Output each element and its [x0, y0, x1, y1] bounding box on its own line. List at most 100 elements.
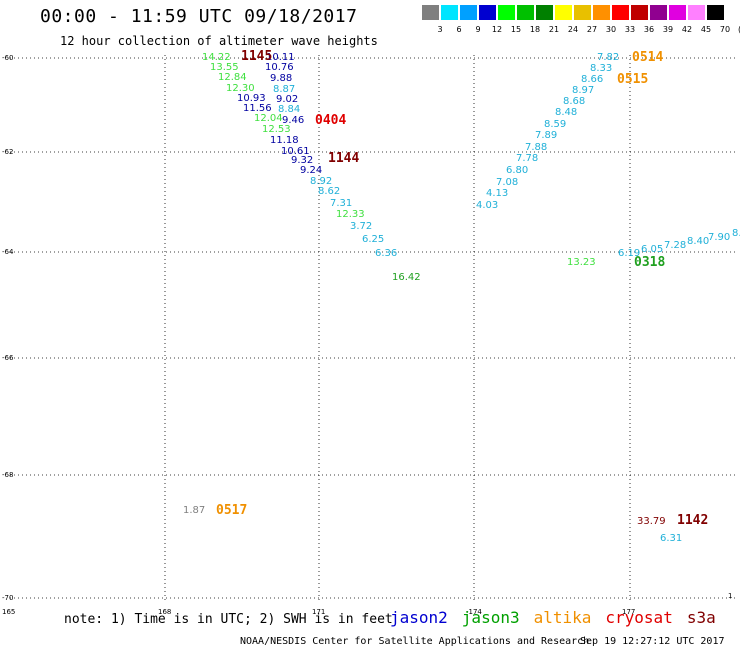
wave-height-value: 6.05: [641, 244, 663, 255]
wave-height-value: 8.97: [572, 85, 594, 96]
latitude-label: -60: [2, 54, 13, 62]
color-scale-label: 18: [529, 25, 541, 34]
pass-time-label: 0515: [617, 72, 648, 87]
wave-height-value: 33.79: [637, 516, 666, 527]
color-swatch: [441, 5, 458, 20]
pass-time-label: 1142: [677, 513, 708, 528]
pass-time-label: 0514: [632, 50, 663, 65]
wave-height-value: 14.22: [202, 52, 231, 63]
color-scale-label: 39: [662, 25, 674, 34]
wave-height-value: 6.25: [362, 234, 384, 245]
wave-height-value: 7.88: [525, 142, 547, 153]
color-swatch: [460, 5, 477, 20]
wave-height-value: 12.30: [226, 83, 255, 94]
wave-height-value: 7.89: [535, 130, 557, 141]
pass-time-label: 0318: [634, 255, 665, 270]
color-swatch: [479, 5, 496, 20]
satellite-legend: jason2 jason3 altika cryosat s3a: [390, 608, 730, 627]
color-swatch: [517, 5, 534, 20]
wave-height-value: 12.04: [254, 113, 283, 124]
legend-jason3: jason3: [461, 608, 520, 627]
color-scale-label: 45: [700, 25, 712, 34]
wave-height-value: 8.62: [318, 186, 340, 197]
color-swatch: [650, 5, 667, 20]
note-text: note: 1) Time is in UTC; 2) SWH is in fe…: [64, 612, 393, 627]
wave-height-value: 8.68: [563, 96, 585, 107]
color-swatch: [669, 5, 686, 20]
wave-height-value: 7.28: [664, 240, 686, 251]
color-scale-label: 36: [643, 25, 655, 34]
color-scale-label: 42: [681, 25, 693, 34]
wave-height-value: 4.03: [476, 200, 498, 211]
color-swatch: [422, 5, 439, 20]
wave-height-value: 13.23: [567, 257, 596, 268]
wave-height-value: 6.31: [660, 533, 682, 544]
chart-subtitle: 12 hour collection of altimeter wave hei…: [60, 34, 378, 48]
longitude-label: 177: [622, 608, 635, 616]
color-swatch: [555, 5, 572, 20]
wave-height-value: 10.93: [237, 93, 266, 104]
wave-height-value: 6.19: [618, 248, 640, 259]
color-scale-label: 24: [567, 25, 579, 34]
color-scale-label: 70: [719, 25, 731, 34]
color-scale-label: 21: [548, 25, 560, 34]
color-swatch: [688, 5, 705, 20]
longitude-labels: 165 168 171 -174 177 1: [2, 592, 732, 616]
longitude-label: 165: [2, 608, 15, 616]
longitude-label: 171: [312, 608, 325, 616]
latitude-label: -68: [2, 471, 13, 479]
latitude-label: -62: [2, 148, 13, 156]
wave-height-value: 12.84: [218, 72, 247, 83]
color-scale-label: 30: [605, 25, 617, 34]
wave-height-value: 10.11: [266, 52, 295, 63]
chart-title: 00:00 - 11:59 UTC 09/18/2017: [40, 6, 358, 27]
legend-jason2: jason2: [390, 608, 448, 627]
legend-cryosat: cryosat: [605, 608, 673, 627]
wave-height-value: 8.: [732, 228, 740, 239]
color-swatch: [707, 5, 724, 20]
color-swatch: [631, 5, 648, 20]
color-swatch: [536, 5, 553, 20]
wave-height-value: 7.08: [496, 177, 518, 188]
footer-credit: NOAA/NESDIS Center for Satellite Applica…: [240, 636, 590, 647]
latitude-label: -66: [2, 354, 14, 362]
color-scale-label: 15: [510, 25, 522, 34]
latitude-labels: -60 -62 -64 -66 -68 -70: [2, 54, 14, 602]
color-swatch: [612, 5, 629, 20]
wave-height-value: 3.72: [350, 221, 372, 232]
pass-time-label: 0517: [216, 503, 247, 518]
wave-height-value: 8.66: [581, 74, 603, 85]
wave-height-value: 7.78: [516, 153, 538, 164]
color-scale-label: 3: [437, 25, 443, 34]
wave-height-value: 8.59: [544, 119, 566, 130]
wave-height-value: 11.18: [270, 135, 299, 146]
color-swatch: [574, 5, 591, 20]
map-grid: [10, 55, 735, 600]
pass-time-label: 0404: [315, 113, 346, 128]
color-scale-label: 9: [475, 25, 481, 34]
wave-height-value: 7.82: [597, 52, 619, 63]
wave-height-value: 6.36: [375, 248, 397, 259]
color-swatch: [498, 5, 515, 20]
pass-time-label: 1145: [241, 49, 272, 64]
wave-height-value: 8.40: [687, 236, 709, 247]
color-scale-unit: (ft): [738, 25, 740, 34]
wave-height-value: 16.42: [392, 272, 421, 283]
wave-height-value: 8.84: [278, 104, 300, 115]
wave-height-value: 8.87: [273, 84, 295, 95]
wave-height-value: 10.61: [281, 146, 310, 157]
legend-altika: altika: [533, 608, 592, 627]
wave-height-value: 4.13: [486, 188, 508, 199]
wave-height-value: 7.31: [330, 198, 352, 209]
wave-height-value: 9.32: [291, 155, 313, 166]
wave-height-value: 1.87: [183, 505, 205, 516]
wave-height-value: 10.76: [265, 62, 294, 73]
wave-height-value: 9.88: [270, 73, 292, 84]
color-scale-label: 33: [624, 25, 636, 34]
wave-height-value: 12.53: [262, 124, 291, 135]
longitude-label: 168: [158, 608, 171, 616]
wave-height-value: 7.90: [708, 232, 730, 243]
wave-height-observations: 14.2213.5512.8412.3010.9311.5612.0412.53…: [183, 52, 740, 544]
wave-height-value: 8.33: [590, 63, 612, 74]
